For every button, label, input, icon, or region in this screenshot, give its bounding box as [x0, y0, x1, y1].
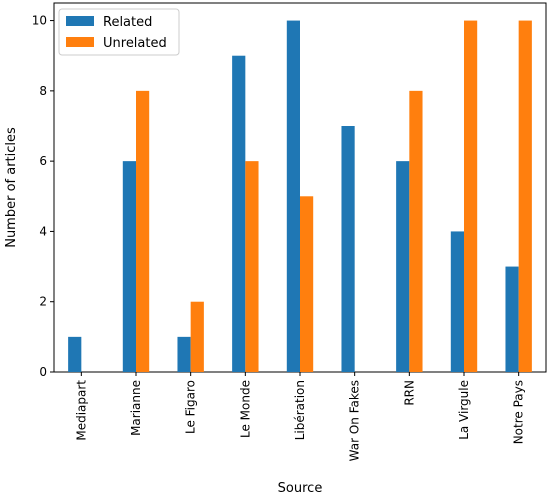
x-tick-label: Mediapart: [74, 380, 88, 441]
legend: Related Unrelated: [58, 8, 180, 56]
y-tick-label: 8: [39, 84, 47, 98]
bar-unrelated-1: [136, 90, 150, 373]
bar-unrelated-2: [190, 301, 204, 372]
legend-label-unrelated: Unrelated: [103, 36, 167, 51]
y-tick-label: 4: [39, 224, 47, 238]
bar-related-6: [396, 161, 410, 372]
bar-related-2: [177, 336, 191, 372]
y-tick-label: 2: [39, 295, 47, 309]
y-tick-label: 0: [39, 365, 47, 379]
x-tick-label: War On Fakes: [348, 380, 362, 461]
bar-related-3: [232, 55, 246, 373]
bar-related-5: [341, 126, 355, 372]
x-tick-label: Le Monde: [238, 380, 252, 438]
bar-unrelated-6: [409, 90, 423, 373]
bar-unrelated-8: [518, 20, 532, 372]
bars: [68, 20, 532, 373]
legend-swatch-related: [66, 16, 94, 26]
x-tick-label: Notre Pays: [512, 380, 526, 444]
y-axis-label: Number of articles: [4, 127, 19, 248]
y-tick-label: 6: [39, 154, 47, 168]
x-axis-label: Source: [278, 481, 323, 496]
bar-related-7: [450, 231, 464, 372]
x-tick-label: Libération: [293, 380, 307, 440]
legend-label-related: Related: [103, 15, 152, 30]
bar-unrelated-4: [300, 196, 314, 372]
bar-related-1: [122, 161, 136, 372]
bar-related-8: [505, 266, 519, 372]
x-tick-label: La Virgule: [457, 380, 471, 440]
x-axis-ticks: Mediapart Marianne Le Figaro Le Monde Libéra…: [74, 372, 526, 461]
bar-related-4: [286, 20, 300, 372]
legend-swatch-unrelated: [66, 37, 94, 47]
bar-unrelated-3: [245, 161, 259, 372]
x-tick-label: Le Figaro: [184, 380, 198, 434]
bar-related-0: [68, 336, 82, 372]
x-tick-label: RRN: [402, 380, 416, 406]
y-axis-ticks: 0 2 4 6 8 10: [32, 14, 54, 379]
x-tick-label: Marianne: [129, 380, 143, 436]
bar-unrelated-7: [464, 20, 478, 372]
y-tick-label: 10: [32, 14, 47, 28]
